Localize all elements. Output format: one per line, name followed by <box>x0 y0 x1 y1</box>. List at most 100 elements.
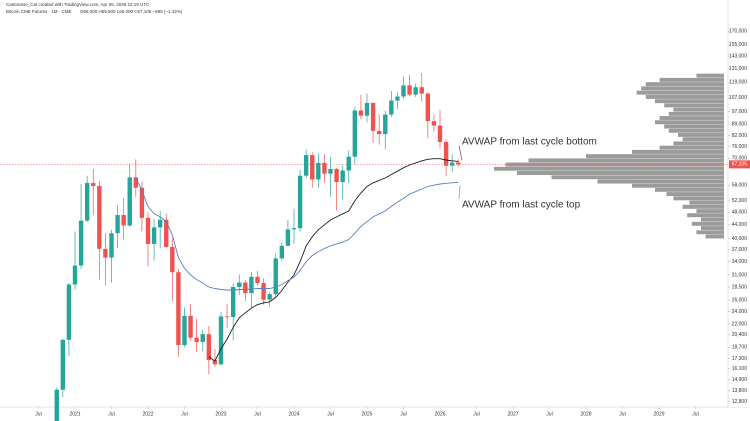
candle-body <box>449 162 455 166</box>
candle-body <box>121 215 126 226</box>
volume-bar <box>505 162 724 167</box>
candle-body <box>322 162 327 174</box>
x-tick-label: Jul <box>35 411 41 417</box>
y-tick-label: 89,000 <box>732 121 748 127</box>
candle-body <box>78 220 84 266</box>
candle-body <box>54 389 59 421</box>
candle-body <box>188 315 193 338</box>
volume-bar <box>673 141 724 146</box>
y-tick-label: 13,800 <box>732 388 748 394</box>
volume-bar <box>645 82 724 87</box>
y-tick-label: 70,000 <box>732 156 748 162</box>
y-tick-label: 97,000 <box>732 109 748 115</box>
y-tick-label: 17,300 <box>732 356 748 362</box>
candle-body <box>328 168 333 174</box>
y-tick-label: 12,800 <box>732 399 748 405</box>
volume-bar <box>551 175 724 180</box>
symbol: Bitcoin CME Futures · 1M · CME <box>6 9 72 14</box>
volume-bar <box>687 213 724 218</box>
last-price-tag <box>729 160 750 169</box>
y-tick-label: 31,000 <box>732 272 748 278</box>
volume-bar <box>689 200 724 205</box>
candle-body <box>389 100 394 115</box>
candle-body <box>91 183 96 186</box>
candle-body <box>316 162 321 180</box>
candle-body <box>437 125 443 142</box>
x-tick-label: 2027 <box>507 411 518 417</box>
arrow <box>458 185 461 200</box>
y-tick-label: 76,000 <box>732 144 748 150</box>
volume-bar <box>678 133 724 137</box>
volume-bar <box>682 137 724 142</box>
volume-bar <box>673 196 724 201</box>
x-tick-label: 2024 <box>288 411 299 417</box>
candle-body <box>164 219 169 247</box>
volume-bar <box>494 166 724 171</box>
x-tick-label: 2023 <box>215 411 226 417</box>
volume-bar <box>705 234 724 239</box>
y-tick-label: 34,000 <box>732 259 748 265</box>
candle-body <box>370 103 376 131</box>
candle-body <box>170 246 175 273</box>
candle-body <box>194 337 199 343</box>
y-tick-label: 107,000 <box>729 95 747 101</box>
candle-body <box>151 227 157 244</box>
volume-bar <box>696 209 724 213</box>
volume-bar <box>645 94 724 99</box>
candle-body <box>431 121 437 126</box>
candle-body <box>419 87 424 94</box>
x-tick-label: 2029 <box>653 411 664 417</box>
candle-body <box>425 93 431 122</box>
candle-body <box>249 276 254 294</box>
candle-body <box>224 316 230 318</box>
candle-body <box>255 276 260 284</box>
volume-bar <box>701 226 724 231</box>
y-tick-label: 155,000 <box>729 42 747 48</box>
candle-body <box>383 114 388 135</box>
candle-body <box>200 334 205 343</box>
x-tick-label: Jul <box>473 411 479 417</box>
y-tick-label: 26,000 <box>732 297 748 303</box>
candle-body <box>72 265 78 285</box>
y-tick-label: 170,000 <box>729 29 747 35</box>
candle-body <box>237 282 242 287</box>
candle-body <box>297 175 303 229</box>
volume-bar <box>655 188 724 192</box>
annotation-bottom: AVWAP from last cycle bottom <box>462 137 597 148</box>
x-tick-label: Jul <box>108 411 114 417</box>
y-tick-label: 28,500 <box>732 284 748 290</box>
volume-bar <box>696 73 724 78</box>
x-tick-label: Jul <box>546 411 552 417</box>
x-tick-label: Jul <box>327 411 333 417</box>
x-tick-label: 2026 <box>434 411 445 417</box>
candle-body <box>157 219 163 228</box>
y-tick-label: 48,000 <box>732 210 748 216</box>
x-tick-label: 2022 <box>142 411 153 417</box>
candle-body <box>285 229 291 246</box>
y-tick-label: 18,700 <box>732 345 748 351</box>
candle-body <box>273 258 278 295</box>
volume-bar <box>632 183 724 188</box>
y-tick-label: 37,000 <box>732 247 748 253</box>
candle-body <box>176 272 181 346</box>
arrow <box>458 145 463 161</box>
candle-body <box>358 110 364 116</box>
candle-body <box>115 215 120 234</box>
volume-bar <box>664 103 724 108</box>
x-tick-label: 2021 <box>69 411 80 417</box>
volume-bar <box>597 179 724 184</box>
candle-body <box>346 156 351 171</box>
x-tick-label: Jul <box>619 411 625 417</box>
candle-body <box>303 155 309 176</box>
volume-bar <box>659 77 724 82</box>
candle-body <box>413 87 418 95</box>
candle-body <box>334 168 339 183</box>
volume-bar <box>691 221 724 226</box>
volume-bar <box>655 120 724 125</box>
volume-bar <box>655 99 724 104</box>
volume-bar <box>673 107 724 112</box>
x-tick-label: Jul <box>254 411 260 417</box>
y-tick-label: 24,000 <box>732 309 748 315</box>
candle-body <box>401 85 406 97</box>
